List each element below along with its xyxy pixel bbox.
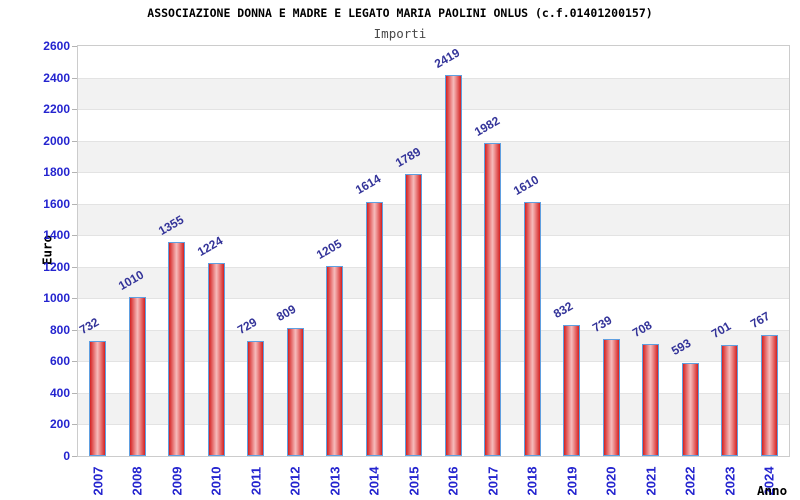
- x-tick-label: 2010: [208, 466, 224, 496]
- bar: [484, 143, 502, 456]
- y-tick-label: 600: [49, 354, 70, 369]
- x-axis-title: Anno: [757, 483, 788, 498]
- grid-band: [78, 298, 789, 330]
- y-tick-label: 2200: [43, 102, 70, 117]
- y-tick-label: 1200: [43, 259, 70, 274]
- y-tick-label: 1400: [43, 228, 70, 243]
- x-tick-label: 2018: [524, 466, 540, 496]
- y-tick-label: 1000: [43, 291, 70, 306]
- grid-band: [78, 392, 789, 425]
- chart-title: ASSOCIAZIONE DONNA E MADRE E LEGATO MARI…: [147, 6, 653, 20]
- x-tick-label: 2008: [129, 466, 145, 496]
- y-tick-label: 2600: [43, 39, 70, 53]
- y-tick-mark: [72, 203, 77, 205]
- y-tick-mark: [72, 392, 77, 394]
- x-tick-label: 2021: [643, 466, 659, 496]
- y-tick-mark: [72, 172, 77, 174]
- y-tick-mark: [72, 140, 77, 142]
- y-tick-mark: [72, 109, 77, 111]
- y-tick-label: 400: [49, 385, 70, 400]
- grid-band: [78, 235, 789, 267]
- y-tick-mark: [72, 361, 77, 363]
- y-tick-mark: [72, 329, 77, 331]
- y-tick-mark: [72, 424, 77, 426]
- grid-band: [78, 329, 789, 362]
- bar: [128, 296, 146, 456]
- bar: [760, 335, 778, 456]
- x-tick-label: 2016: [445, 466, 461, 496]
- y-tick-label: 800: [49, 322, 70, 337]
- y-tick-label: 2400: [43, 70, 70, 85]
- y-tick-mark: [72, 266, 77, 268]
- x-tick-label: 2013: [327, 466, 343, 496]
- y-tick-mark: [72, 298, 77, 300]
- bar: [681, 362, 699, 456]
- x-tick-label: 2022: [682, 466, 698, 496]
- chart-subtitle: Importi: [373, 26, 427, 41]
- y-tick-mark: [72, 77, 77, 79]
- x-tick-label: 2019: [564, 466, 580, 496]
- grid-band: [78, 109, 789, 141]
- y-tick-label: 1800: [43, 165, 70, 180]
- plot-area: [77, 45, 790, 457]
- y-tick-label: 200: [49, 417, 70, 432]
- y-tick-label: 0: [63, 449, 70, 463]
- x-tick-label: 2012: [287, 466, 303, 496]
- grid-band: [78, 424, 789, 456]
- grid-band: [78, 203, 789, 236]
- x-tick-label: 2009: [169, 466, 185, 496]
- bar: [523, 202, 541, 456]
- grid-band: [78, 361, 789, 393]
- bar: [326, 265, 344, 456]
- x-tick-label: 2014: [366, 466, 382, 496]
- y-tick-mark: [72, 456, 77, 457]
- grid-band: [78, 172, 789, 204]
- bar: [444, 74, 462, 456]
- x-tick-label: 2023: [722, 466, 738, 496]
- x-tick-label: 2017: [485, 466, 501, 496]
- bar: [168, 242, 186, 456]
- x-tick-label: 2015: [406, 466, 422, 496]
- bar: [563, 324, 581, 456]
- grid-band: [78, 77, 789, 110]
- grid-band: [78, 266, 789, 299]
- bar: [642, 344, 660, 456]
- grid-band: [78, 140, 789, 173]
- bar: [89, 340, 107, 456]
- bar: [247, 341, 265, 456]
- y-tick-label: 1600: [43, 196, 70, 211]
- bar: [602, 339, 620, 456]
- x-tick-label: 2011: [248, 466, 264, 496]
- bar: [721, 345, 739, 456]
- bar: [405, 173, 423, 456]
- x-tick-label: 2020: [603, 466, 619, 496]
- bar: [365, 201, 383, 456]
- bar: [286, 328, 304, 456]
- y-tick-label: 2000: [43, 133, 70, 148]
- x-tick-label: 2007: [90, 466, 106, 496]
- bar: [207, 263, 225, 456]
- y-tick-mark: [72, 235, 77, 237]
- y-tick-mark: [72, 46, 77, 47]
